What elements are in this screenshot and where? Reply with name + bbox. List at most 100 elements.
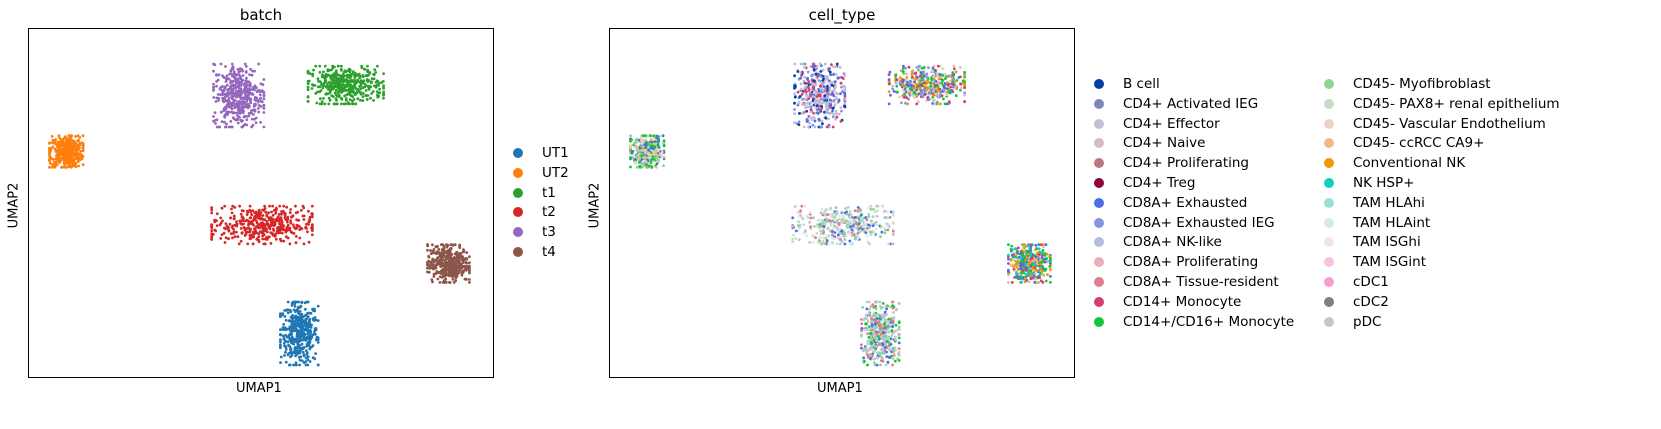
scatter-point: [440, 264, 444, 268]
scatter-point: [228, 72, 231, 76]
scatter-point: [294, 338, 298, 342]
scatter-point: [287, 343, 290, 347]
scatter-point: [793, 92, 796, 96]
scatter-point: [261, 214, 265, 217]
scatter-point: [829, 212, 833, 216]
scatter-point: [876, 204, 880, 208]
scatter-point: [248, 228, 252, 232]
scatter-point: [895, 308, 899, 311]
scatter-point: [225, 122, 228, 126]
scatter-point: [868, 338, 872, 342]
scatter-point: [348, 68, 352, 72]
scatter-point: [308, 311, 312, 315]
scatter-point: [259, 97, 262, 100]
scatter-point: [1032, 269, 1035, 272]
scatter-point: [640, 136, 644, 140]
scatter-point: [294, 227, 298, 231]
scatter-point: [215, 118, 219, 122]
scatter-point: [246, 242, 250, 246]
scatter-point: [360, 66, 364, 70]
scatter-point: [279, 346, 282, 350]
scatter-point: [251, 209, 255, 213]
scatter-point: [860, 318, 863, 321]
scatter-point: [662, 144, 666, 147]
scatter-point: [823, 62, 827, 66]
scatter-point: [48, 146, 51, 150]
scatter-point: [800, 74, 803, 77]
scatter-point: [943, 73, 947, 76]
scatter-point: [68, 138, 72, 142]
scatter-point: [359, 81, 362, 84]
scatter-point: [829, 102, 832, 106]
scatter-point: [831, 107, 835, 110]
scatter-point: [231, 92, 235, 95]
scatter-point: [860, 343, 863, 347]
scatter-point: [279, 361, 282, 364]
scatter-point: [450, 257, 454, 260]
scatter-point: [921, 90, 924, 94]
scatter-point: [287, 352, 291, 355]
scatter-point: [53, 142, 56, 145]
scatter-point: [237, 82, 241, 86]
scatter-point: [302, 346, 306, 349]
scatter-point: [893, 359, 897, 363]
scatter-point: [315, 101, 319, 105]
scatter-point: [1035, 252, 1039, 256]
scatter-point: [446, 243, 450, 247]
scatter-point: [922, 66, 926, 69]
scatter-point: [285, 308, 288, 312]
scatter-point: [866, 319, 870, 323]
scatter-point: [370, 80, 373, 84]
scatter-point: [468, 264, 471, 268]
scatter-point: [861, 218, 865, 222]
scatter-point: [442, 249, 445, 253]
scatter-point: [875, 351, 879, 355]
scatter-point: [824, 96, 827, 100]
scatter-point: [879, 225, 883, 229]
scatter-point: [877, 334, 880, 338]
scatter-point: [284, 318, 288, 322]
scatter-point: [865, 234, 869, 238]
scatter-point: [81, 163, 85, 167]
scatter-point: [942, 85, 946, 89]
scatter-point: [657, 158, 660, 162]
scatter-point: [436, 260, 439, 263]
scatter-point: [643, 143, 647, 147]
scatter-point: [820, 125, 824, 129]
scatter-point: [834, 219, 837, 222]
scatter-point: [963, 100, 966, 104]
scatter-point: [311, 307, 314, 311]
scatter-point: [874, 318, 877, 322]
scatter-point: [885, 337, 889, 340]
scatter-point: [465, 251, 469, 255]
scatter-point: [428, 260, 431, 264]
scatter-point: [343, 94, 346, 98]
scatter-point: [51, 138, 55, 142]
scatter-point: [853, 236, 857, 239]
scatter-point: [344, 79, 347, 82]
scatter-point: [842, 84, 845, 88]
scatter-point: [835, 242, 839, 246]
scatter-point: [809, 88, 813, 92]
scatter-point: [891, 306, 895, 310]
scatter-point: [637, 161, 641, 164]
scatter-point: [57, 149, 61, 153]
scatter-point: [57, 146, 61, 150]
scatter-point: [629, 146, 632, 150]
scatter-point: [834, 206, 838, 210]
scatter-point: [256, 216, 260, 220]
scatter-point: [629, 165, 632, 169]
scatter-point: [313, 84, 317, 87]
scatter-point: [426, 270, 429, 274]
scatter-point: [453, 270, 456, 274]
scatter-point: [54, 161, 58, 165]
scatter-point: [226, 88, 230, 92]
scatter-point: [963, 70, 966, 74]
scatter-point: [891, 242, 895, 246]
scatter-point: [292, 363, 295, 367]
scatter-point: [294, 361, 298, 365]
scatter-point: [821, 68, 825, 72]
scatter-point: [1017, 275, 1020, 279]
scatter-point: [267, 216, 271, 220]
scatter-point: [881, 331, 885, 334]
